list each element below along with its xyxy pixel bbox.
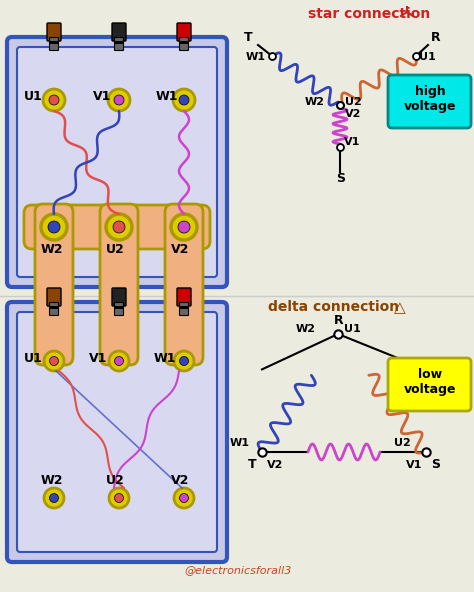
Text: S: S	[336, 172, 345, 185]
Circle shape	[114, 95, 124, 105]
Text: W2: W2	[305, 97, 325, 107]
Text: delta connection: delta connection	[268, 300, 399, 314]
Circle shape	[180, 356, 189, 365]
Text: U2: U2	[394, 438, 411, 448]
Circle shape	[108, 89, 130, 111]
Bar	[115, 306, 123, 309]
FancyBboxPatch shape	[115, 303, 124, 316]
FancyBboxPatch shape	[112, 23, 126, 41]
Circle shape	[48, 221, 60, 233]
FancyBboxPatch shape	[180, 37, 189, 50]
Text: low
voltage: low voltage	[404, 368, 456, 396]
FancyBboxPatch shape	[112, 288, 126, 306]
Text: S: S	[431, 458, 440, 471]
Text: W2: W2	[41, 243, 64, 256]
Text: W1: W1	[246, 52, 266, 62]
Text: W1: W1	[154, 352, 176, 365]
Text: @electronicsforall3: @electronicsforall3	[184, 565, 292, 575]
Bar	[50, 41, 58, 44]
Text: W2: W2	[41, 474, 64, 487]
FancyBboxPatch shape	[177, 288, 191, 306]
Circle shape	[178, 221, 190, 233]
Text: V1: V1	[344, 137, 360, 147]
Bar	[115, 41, 123, 44]
Text: star connection: star connection	[308, 7, 430, 21]
FancyBboxPatch shape	[388, 75, 471, 128]
Bar	[50, 306, 58, 309]
Text: T: T	[244, 31, 253, 44]
Text: V1: V1	[406, 460, 422, 470]
Bar	[180, 41, 188, 44]
FancyBboxPatch shape	[180, 303, 189, 316]
FancyBboxPatch shape	[49, 303, 58, 316]
Text: V1: V1	[93, 90, 111, 103]
FancyBboxPatch shape	[17, 312, 217, 552]
Circle shape	[173, 89, 195, 111]
Circle shape	[180, 494, 189, 503]
FancyBboxPatch shape	[24, 205, 210, 249]
Circle shape	[109, 351, 129, 371]
Text: high
voltage: high voltage	[404, 85, 456, 113]
Text: V2: V2	[345, 109, 361, 119]
Text: V2: V2	[171, 474, 190, 487]
FancyBboxPatch shape	[100, 204, 138, 365]
Circle shape	[49, 95, 59, 105]
Text: U1: U1	[24, 352, 43, 365]
Text: U2: U2	[106, 474, 125, 487]
Text: U1: U1	[24, 90, 43, 103]
FancyBboxPatch shape	[47, 288, 61, 306]
FancyBboxPatch shape	[35, 204, 73, 365]
Circle shape	[41, 214, 67, 240]
FancyBboxPatch shape	[7, 302, 227, 562]
Circle shape	[44, 351, 64, 371]
Circle shape	[106, 214, 132, 240]
FancyBboxPatch shape	[388, 358, 471, 411]
Circle shape	[171, 214, 197, 240]
Circle shape	[115, 494, 124, 503]
Bar	[180, 306, 188, 309]
Text: W2: W2	[296, 324, 316, 334]
Text: △: △	[394, 300, 406, 315]
Text: R: R	[334, 314, 344, 327]
Circle shape	[43, 89, 65, 111]
Text: V2: V2	[171, 243, 190, 256]
FancyBboxPatch shape	[165, 204, 203, 365]
Circle shape	[49, 356, 58, 365]
Circle shape	[115, 356, 124, 365]
Text: U1: U1	[344, 324, 361, 334]
Text: W1: W1	[156, 90, 179, 103]
FancyBboxPatch shape	[115, 37, 124, 50]
Text: T: T	[248, 458, 256, 471]
FancyBboxPatch shape	[177, 23, 191, 41]
Text: V1: V1	[89, 352, 108, 365]
Circle shape	[49, 494, 58, 503]
Circle shape	[44, 488, 64, 508]
FancyBboxPatch shape	[7, 37, 227, 287]
FancyBboxPatch shape	[49, 37, 58, 50]
Text: U2: U2	[106, 243, 125, 256]
Circle shape	[113, 221, 125, 233]
Text: W1: W1	[230, 438, 250, 448]
Text: U1: U1	[419, 52, 436, 62]
FancyBboxPatch shape	[47, 23, 61, 41]
Text: R: R	[431, 31, 441, 44]
Text: V2: V2	[267, 460, 283, 470]
Circle shape	[174, 351, 194, 371]
Circle shape	[109, 488, 129, 508]
FancyBboxPatch shape	[17, 47, 217, 277]
Text: U2: U2	[345, 97, 362, 107]
Circle shape	[179, 95, 189, 105]
Circle shape	[174, 488, 194, 508]
